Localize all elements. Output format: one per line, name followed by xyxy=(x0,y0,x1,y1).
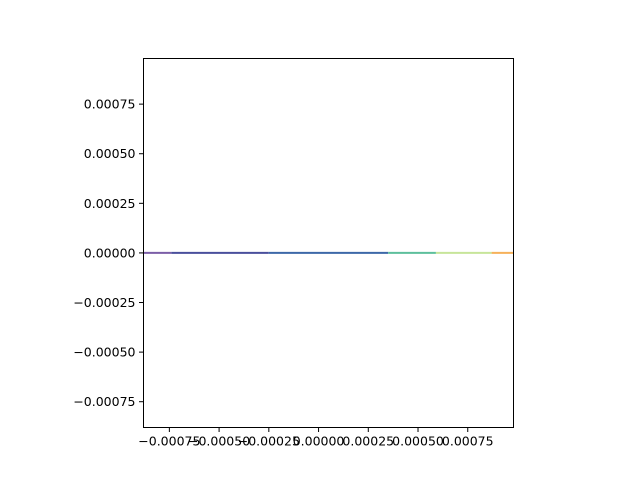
x-tick-label: 0.00075 xyxy=(442,434,494,449)
y-tick-label: 0.00075 xyxy=(84,97,136,112)
y-tick-label: −0.00050 xyxy=(73,345,135,360)
x-axis-ticks: −0.00075−0.00050−0.000250.000000.000250.… xyxy=(138,427,494,449)
x-tick-label: −0.00025 xyxy=(238,434,300,449)
x-tick-label: −0.00075 xyxy=(138,434,200,449)
x-tick-label: 0.00025 xyxy=(342,434,394,449)
x-tick-label: 0.00050 xyxy=(392,434,444,449)
x-tick-label: 0.00000 xyxy=(293,434,345,449)
y-tick-label: −0.00075 xyxy=(73,394,135,409)
y-tick-label: 0.00000 xyxy=(84,245,136,260)
y-tick-label: 0.00050 xyxy=(84,146,136,161)
axes-frame xyxy=(143,58,514,428)
y-tick-label: 0.00025 xyxy=(84,196,136,211)
y-tick-label: −0.00025 xyxy=(73,295,135,310)
x-tick-label: −0.00050 xyxy=(188,434,250,449)
y-axis-ticks: 0.00075 0.00050 0.00025 0.00000 −0.00025 −0.0… xyxy=(73,97,144,409)
